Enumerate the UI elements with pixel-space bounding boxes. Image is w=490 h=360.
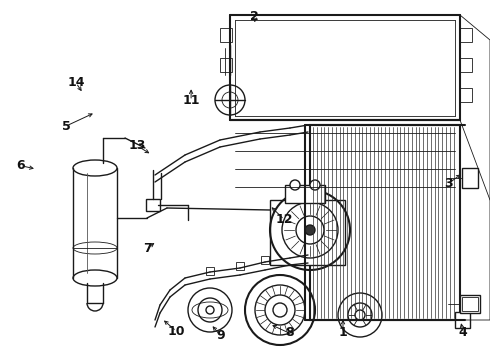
Bar — [460, 28, 472, 42]
Text: 3: 3 — [444, 177, 453, 190]
Text: 13: 13 — [128, 139, 146, 152]
Bar — [236, 262, 244, 270]
Bar — [220, 58, 232, 72]
Circle shape — [305, 225, 315, 235]
Bar — [310, 125, 460, 320]
Bar — [455, 312, 470, 328]
Bar — [460, 295, 480, 313]
Bar — [462, 168, 478, 188]
Circle shape — [290, 180, 300, 190]
Bar — [220, 28, 232, 42]
Bar — [206, 267, 214, 275]
Text: 1: 1 — [339, 327, 347, 339]
Bar — [146, 199, 160, 211]
Text: 5: 5 — [62, 120, 71, 132]
Bar — [270, 200, 345, 265]
Bar — [220, 88, 232, 102]
Bar — [285, 185, 325, 203]
Ellipse shape — [73, 160, 117, 176]
Text: 14: 14 — [67, 76, 85, 89]
Bar — [462, 297, 478, 311]
Text: 12: 12 — [275, 213, 293, 226]
Text: 4: 4 — [459, 327, 467, 339]
Text: 2: 2 — [250, 10, 259, 23]
Circle shape — [310, 180, 320, 190]
Bar — [460, 88, 472, 102]
Circle shape — [215, 85, 245, 115]
Bar — [460, 58, 472, 72]
Ellipse shape — [73, 270, 117, 286]
Circle shape — [206, 306, 214, 314]
Text: 8: 8 — [285, 327, 294, 339]
Bar — [261, 256, 269, 264]
Text: 11: 11 — [182, 94, 200, 107]
Text: 6: 6 — [16, 159, 25, 172]
Text: 7: 7 — [143, 242, 151, 255]
Text: 10: 10 — [168, 325, 185, 338]
Text: 9: 9 — [216, 329, 225, 342]
